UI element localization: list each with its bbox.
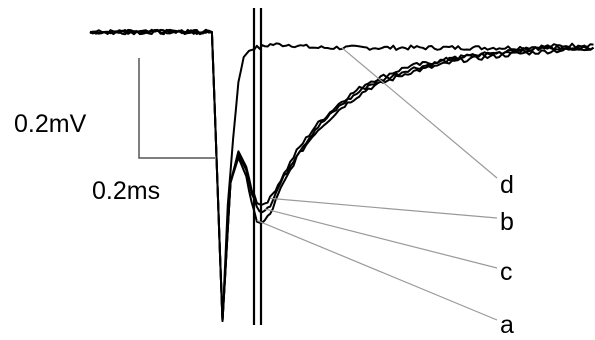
trace-b — [89, 28, 595, 322]
leader-line-a — [256, 219, 498, 321]
trace-a — [89, 28, 594, 322]
trace-label-a: a — [500, 311, 514, 339]
stimulus-artifact — [252, 8, 263, 325]
trace-label-c: c — [500, 258, 513, 286]
label-leader-lines — [256, 47, 498, 321]
leader-line-c — [264, 208, 498, 269]
trace-label-b: b — [500, 208, 514, 236]
trace-label-d: d — [500, 171, 514, 199]
scale-bar-lines — [138, 58, 215, 159]
scale-bar — [138, 58, 215, 159]
trace-c — [89, 28, 595, 322]
scale-bar-voltage-label: 0.2mV — [14, 110, 87, 138]
trace-group — [89, 28, 595, 322]
scale-bar-time-label: 0.2ms — [92, 177, 160, 205]
leader-line-d — [341, 47, 498, 179]
leader-line-b — [270, 197, 498, 219]
trace-d — [89, 28, 594, 322]
